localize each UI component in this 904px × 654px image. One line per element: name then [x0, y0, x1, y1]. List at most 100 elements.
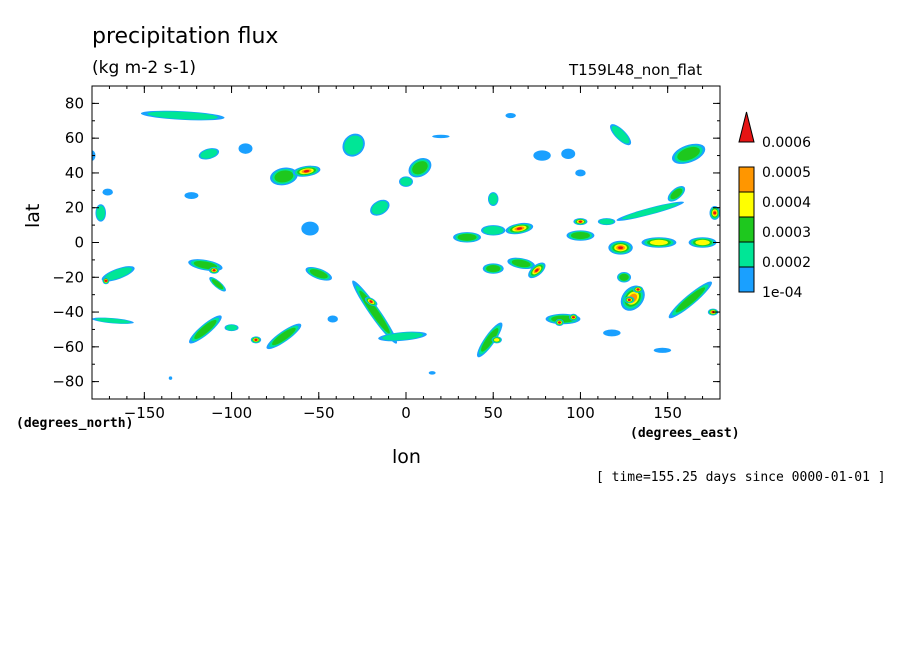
y-tick-label: 40 — [65, 164, 84, 182]
precip-feature-22-level-1 — [488, 193, 498, 205]
precip-feature-21-level-0 — [301, 221, 319, 236]
precip-feature-15-level-2 — [677, 146, 700, 161]
precip-feature-9-level-0 — [432, 134, 450, 139]
precip-feature-3-level-2 — [274, 170, 294, 183]
precip-feature-7-level-1 — [400, 177, 412, 187]
precip-feature-41-level-1 — [382, 332, 423, 341]
colorbar-label: 1e-04 — [762, 285, 802, 301]
precip-feature-55-level-5 — [571, 316, 575, 319]
precip-feature-1-level-1 — [200, 149, 218, 159]
precip-feature-10-level-0 — [505, 112, 516, 119]
precip-feature-42-level-2 — [272, 327, 296, 346]
colorbar-label: 0.0006 — [762, 135, 811, 151]
precip-feature-51-level-2 — [486, 265, 501, 273]
precip-feature-20-level-0 — [184, 192, 199, 200]
precip-feature-5-level-1 — [344, 135, 364, 155]
precip-feature-52-level-2 — [511, 259, 531, 268]
precip-feature-25-level-2 — [457, 233, 477, 241]
precip-feature-13-level-0 — [575, 169, 586, 177]
colorbar-label: 0.0004 — [762, 195, 811, 211]
precip-feature-6-level-2 — [412, 161, 428, 175]
precip-feature-30-level-5 — [618, 246, 624, 250]
precip-feature-11-level-0 — [533, 150, 551, 161]
y-tick-label: −80 — [52, 373, 84, 391]
chart-units: (kg m-2 s-1) — [92, 58, 197, 78]
colorbar-segment — [738, 241, 755, 268]
precip-feature-57-level-5 — [627, 298, 631, 302]
x-tick-label: 50 — [484, 404, 503, 422]
precip-feature-58-level-5 — [636, 288, 640, 291]
precip-feature-2-level-0 — [238, 143, 253, 154]
precip-feature-60-level-2 — [675, 287, 706, 313]
precip-feature-16-level-2 — [670, 188, 683, 200]
precip-feature-23-level-5 — [516, 227, 523, 230]
y-tick-label: −60 — [52, 338, 84, 356]
precip-feature-54-level-5 — [558, 321, 562, 324]
precip-feature-48-level-2 — [481, 328, 499, 352]
precip-feature-46-level-1 — [95, 318, 131, 324]
y-tick-label: −20 — [52, 268, 84, 286]
precip-feature-0-level-1 — [147, 111, 218, 120]
x-tick-label: −150 — [124, 404, 165, 422]
colorbar-label: 0.0005 — [762, 165, 811, 181]
precip-feature-62-level-0 — [603, 329, 621, 337]
precip-feature-19-level-1 — [96, 205, 106, 221]
time-stamp: [ time=155.25 days since 0000-01-01 ] — [596, 470, 886, 485]
precip-feature-26-level-5 — [578, 220, 582, 223]
x-axis-label: lon — [392, 446, 421, 468]
y-tick-label: 80 — [65, 94, 84, 112]
precip-feature-27-level-1 — [599, 218, 614, 225]
y-tick-label: 0 — [74, 234, 84, 252]
y-tick-label: 60 — [65, 129, 84, 147]
chart-title: precipitation flux — [92, 24, 279, 49]
x-tick-label: 100 — [566, 404, 595, 422]
precip-feature-35-level-2 — [211, 279, 224, 290]
precip-feature-14-level-1 — [611, 125, 630, 144]
precip-feature-12-level-0 — [561, 148, 576, 160]
precip-feature-8-level-1 — [371, 201, 388, 215]
colorbar-segment — [738, 191, 755, 218]
x-tick-label: −50 — [303, 404, 335, 422]
colorbar-top-arrow — [738, 111, 755, 143]
run-label: T159L48_non_flat — [569, 61, 702, 79]
precip-feature-44-level-2 — [194, 319, 217, 339]
precip-feature-32-level-3 — [695, 239, 710, 246]
precip-feature-18-level-0 — [102, 188, 113, 196]
precip-feature-31-level-3 — [649, 239, 669, 246]
y-tick-label: 20 — [65, 199, 84, 217]
precipitation-field — [92, 110, 720, 380]
precip-feature-45-level-1 — [225, 324, 238, 331]
precip-feature-29-level-2 — [570, 231, 590, 240]
precip-feature-28-level-1 — [621, 203, 679, 220]
precip-feature-64-level-0 — [428, 371, 436, 375]
precip-feature-40-level-5 — [369, 300, 373, 303]
colorbar-segment — [738, 266, 755, 293]
precip-feature-59-level-2 — [619, 273, 629, 281]
precip-feature-63-level-0 — [653, 347, 672, 353]
x-tick-label: 0 — [401, 404, 411, 422]
x-axis-units: (degrees_east) — [630, 426, 740, 441]
precip-feature-17-level-5 — [713, 211, 717, 215]
precip-feature-47-level-0 — [327, 315, 338, 323]
precip-feature-65-level-0 — [168, 376, 173, 380]
precip-feature-43-level-5 — [254, 338, 258, 342]
precip-feature-36-level-1 — [104, 267, 133, 281]
precip-feature-33-level-2 — [193, 261, 218, 270]
y-tick-label: −40 — [52, 303, 84, 321]
x-tick-label: 150 — [653, 404, 682, 422]
precip-feature-4-level-5 — [303, 169, 310, 173]
colorbar-segment — [738, 216, 755, 243]
precip-feature-34-level-5 — [212, 269, 216, 272]
precip-feature-39-level-2 — [359, 290, 390, 334]
precip-feature-37-level-5 — [104, 279, 108, 282]
precip-feature-50-level-5 — [535, 268, 539, 272]
precip-feature-38-level-2 — [309, 269, 328, 279]
colorbar-label: 0.0003 — [762, 225, 811, 241]
precip-feature-49-level-3 — [493, 338, 500, 342]
y-axis-units: (degrees_north) — [16, 416, 134, 431]
colorbar-label: 0.0002 — [762, 255, 811, 271]
colorbar-segment — [738, 166, 755, 193]
precip-feature-24-level-1 — [482, 225, 504, 235]
x-tick-label: −100 — [211, 404, 252, 422]
